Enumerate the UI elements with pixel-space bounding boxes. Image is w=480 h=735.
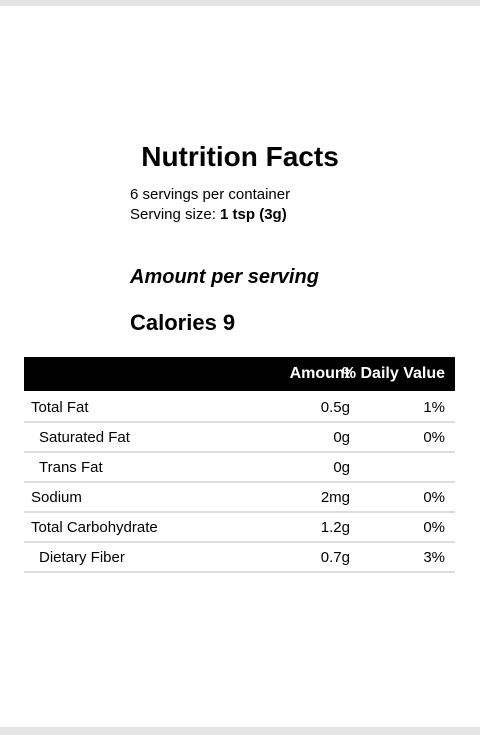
amount: 1.2g [320,519,350,536]
table-header: Amount % Daily Value [24,357,455,391]
daily-value: 1% [423,399,445,416]
daily-value: 0% [423,519,445,536]
nutrient-name: Saturated Fat [39,429,130,446]
amount-per-serving: Amount per serving [130,266,319,288]
daily-value: 3% [423,549,445,566]
serving-size-label: Serving size: [130,206,216,223]
amount: 0g [333,429,350,446]
table-row: Trans Fat 0g [24,452,455,483]
table-row: Dietary Fiber 0.7g 3% [24,542,455,573]
amount: 0.7g [320,549,350,566]
servings: 6 servings per container [130,186,291,203]
table-row: Total Fat 0.5g 1% [24,392,455,423]
title: Nutrition Facts [141,141,339,172]
daily-value: 0% [423,429,445,446]
nutrient-name: Trans Fat [39,459,103,476]
nutrient-name: Total Fat [31,399,89,416]
nutrient-name: Total Carbohydrate [31,519,158,536]
daily-value: 0% [423,489,445,506]
table-row: Sodium 2mg 0% [24,482,455,513]
serving-size: Serving size: 1 tsp (3g) [130,206,287,223]
top-border [0,0,480,6]
amount: 0.5g [320,399,350,416]
table-row: Saturated Fat 0g 0% [24,422,455,453]
nutrient-name: Sodium [31,489,82,506]
amount: 0g [333,459,350,476]
nutrient-name: Dietary Fiber [39,549,125,566]
amount: 2mg [320,489,350,506]
table-row: Total Carbohydrate 1.2g 0% [24,512,455,543]
column-header: % Daily Value [341,365,445,382]
bottom-border [0,727,480,735]
serving-size-value: 1 tsp (3g) [220,206,287,223]
column-header: Amount [289,365,350,382]
calories: Calories 9 [130,310,236,335]
